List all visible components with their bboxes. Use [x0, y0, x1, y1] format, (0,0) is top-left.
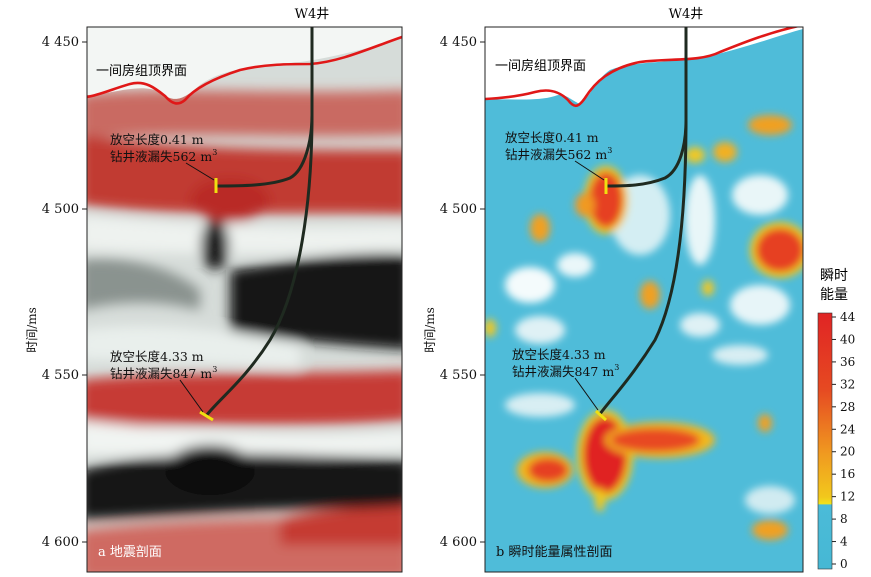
y-tick-label: 4 500 [42, 202, 79, 217]
colorbar-tick-label: 36 [840, 355, 855, 369]
colorbar-tick-label: 40 [840, 332, 855, 346]
axis-a: 4 450 4 500 4 550 4 600 时间/ms [25, 35, 87, 550]
svg-text:放空长度4.33 m: 放空长度4.33 m [512, 347, 606, 362]
y-tick-label: 4 450 [42, 35, 79, 50]
y-tick-label: 4 500 [440, 202, 477, 217]
annotation-upper-a: 放空长度0.41 m 钻井液漏失562 m3 [110, 132, 217, 181]
y-tick-label: 4 450 [440, 35, 477, 50]
axis-b: 4 450 4 500 4 550 4 600 时间/ms [423, 35, 485, 550]
horizon-label-a: 一间房组顶界面 [96, 63, 187, 79]
svg-text:钻井液漏失562 m3: 钻井液漏失562 m3 [110, 148, 217, 164]
well-label-b: W4井 [669, 7, 704, 22]
annotation-lower-a: 放空长度4.33 m 钻井液漏失847 m3 [110, 349, 217, 413]
colorbar-title: 瞬时 [820, 268, 848, 284]
svg-text:钻井液漏失847 m3: 钻井液漏失847 m3 [110, 365, 217, 381]
colorbar-tick-label: 12 [840, 490, 855, 504]
well-label-a: W4井 [295, 7, 330, 22]
annotation-lower-b: 放空长度4.33 m 钻井液漏失847 m3 [512, 347, 619, 411]
panel-b-caption: b 瞬时能量属性剖面 [496, 545, 612, 560]
colorbar-tick-label: 28 [840, 400, 855, 414]
colorbar-gradient [817, 312, 833, 570]
colorbar-title: 能量 [820, 287, 848, 303]
y-tick-label: 4 600 [42, 535, 79, 550]
colorbar-tick-label: 44 [840, 310, 856, 324]
y-tick-label: 4 550 [42, 368, 79, 383]
panel-a-seismic-section [86, 26, 403, 573]
y-axis-label: 时间/ms [25, 307, 39, 353]
y-tick-label: 4 550 [440, 368, 477, 383]
colorbar-tick-label: 20 [840, 445, 855, 459]
svg-text:放空长度0.41 m: 放空长度0.41 m [505, 130, 599, 145]
colorbar-tick-label: 8 [840, 512, 848, 526]
annotation-upper-b: 放空长度0.41 m 钻井液漏失562 m3 [505, 130, 612, 181]
colorbar-tick-label: 4 [840, 535, 848, 549]
colorbar-tick-label: 16 [840, 467, 855, 481]
y-tick-label: 4 600 [440, 535, 477, 550]
svg-text:钻井液漏失847 m3: 钻井液漏失847 m3 [512, 363, 619, 379]
panel-b-energy-section [484, 26, 804, 573]
svg-text:放空长度0.41 m: 放空长度0.41 m [110, 132, 204, 147]
colorbar-tick-label: 32 [840, 377, 855, 391]
panel-a-caption: a 地震剖面 [98, 545, 162, 560]
svg-text:放空长度4.33 m: 放空长度4.33 m [110, 349, 204, 364]
horizon-label-b: 一间房组顶界面 [495, 58, 586, 74]
svg-text:钻井液漏失562 m3: 钻井液漏失562 m3 [505, 146, 612, 162]
y-axis-label: 时间/ms [423, 307, 437, 353]
colorbar-tick-label: 24 [840, 422, 856, 436]
colorbar-tick-label: 0 [840, 557, 848, 571]
